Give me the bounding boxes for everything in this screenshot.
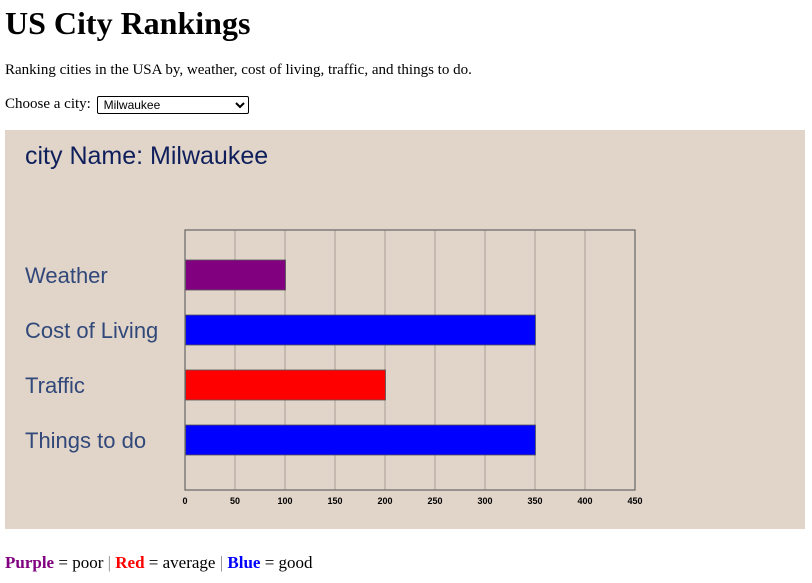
category-label: Cost of Living <box>25 318 158 343</box>
city-select[interactable]: Milwaukee <box>96 95 249 114</box>
x-tick-label: 400 <box>577 496 592 506</box>
city-chooser: Choose a city: Milwaukee <box>5 95 249 114</box>
bar-cost-of-living <box>185 314 536 346</box>
legend-separator: | <box>219 553 228 572</box>
category-label: Traffic <box>25 373 85 398</box>
x-tick-label: 150 <box>327 496 342 506</box>
chart-frame <box>184 229 636 491</box>
ranking-chart: city Name: Milwaukee Weather Cost of Livi… <box>25 142 643 506</box>
legend-meaning: = good <box>260 553 313 572</box>
page-title: US City Rankings <box>5 5 251 41</box>
x-tick-label: 300 <box>477 496 492 506</box>
chart-tick-labels: 0 50 100 150 200 250 300 350 400 450 <box>182 496 642 506</box>
x-tick-label: 250 <box>427 496 442 506</box>
category-label: Weather <box>25 263 108 288</box>
category-label: Things to do <box>25 428 146 453</box>
color-legend: Purple = poor | Red = average | Blue = g… <box>5 553 313 573</box>
chart-bars <box>185 259 536 456</box>
x-tick-label: 200 <box>377 496 392 506</box>
bar-weather <box>185 259 286 291</box>
page-intro: Ranking cities in the USA by, weather, c… <box>5 62 472 78</box>
chart-category-labels: Weather Cost of Living Traffic Things to do <box>25 263 158 453</box>
legend-color-purple: Purple <box>5 553 55 572</box>
legend-meaning: = average <box>144 553 220 572</box>
legend-meaning: = poor <box>54 553 108 572</box>
city-panel: city Name: Milwaukee Weather Cost of Livi… <box>5 130 805 529</box>
legend-color-red: Red <box>115 553 145 572</box>
bar-traffic <box>185 369 386 401</box>
legend-color-blue: Blue <box>227 553 261 572</box>
x-tick-label: 0 <box>182 496 187 506</box>
x-tick-label: 450 <box>627 496 642 506</box>
city-select-label: Choose a city: <box>5 96 91 112</box>
legend-separator: | <box>107 553 116 572</box>
city-name-heading: city Name: Milwaukee <box>25 142 268 170</box>
bar-things-to-do <box>185 424 536 456</box>
x-tick-label: 50 <box>230 496 240 506</box>
x-tick-label: 100 <box>277 496 292 506</box>
x-tick-label: 350 <box>527 496 542 506</box>
